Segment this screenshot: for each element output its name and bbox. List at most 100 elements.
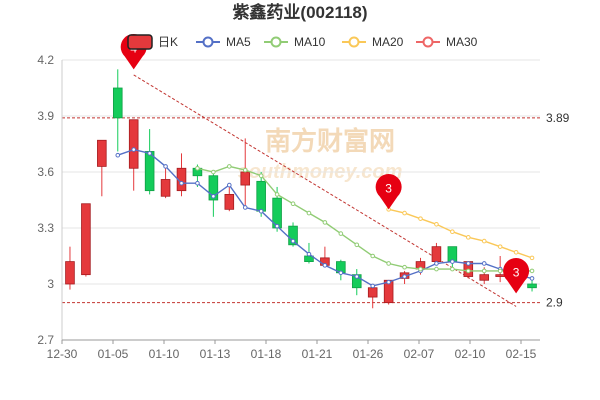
ma-point (497, 244, 503, 249)
candle (144, 129, 155, 195)
ma-point (418, 266, 423, 272)
ma-line-ma10 (197, 165, 532, 272)
ma-point (466, 268, 471, 274)
legend-item-ma30[interactable]: MA30 (416, 35, 478, 49)
ma-point (513, 249, 519, 255)
marker-label: 3 (513, 265, 520, 279)
y-tick-label: 3.3 (37, 221, 54, 235)
ma-point (242, 167, 248, 173)
marker-pin: 3 (375, 173, 402, 210)
legend-item-ma20[interactable]: MA20 (342, 35, 404, 49)
ma-point (338, 231, 344, 236)
candle (81, 203, 91, 277)
ma-point (481, 238, 487, 244)
ma-point (227, 164, 232, 169)
ma-point (402, 274, 407, 279)
ma-point (354, 274, 360, 279)
watermark-text: 南方财富网 (265, 126, 395, 156)
y-tick-label: 2.7 (37, 333, 54, 347)
x-tick-label: 01-10 (149, 347, 180, 361)
ma-point (242, 205, 248, 210)
candle (240, 138, 251, 210)
ma-point (497, 268, 503, 274)
ma-point (529, 255, 535, 261)
y-tick-label: 3.9 (37, 109, 54, 123)
chart-title: 紫鑫药业(002118) (232, 2, 367, 22)
candle-body (256, 180, 266, 212)
candle-legend-icon (127, 34, 153, 50)
x-tick-label: 01-18 (251, 347, 282, 361)
candle-body (208, 175, 219, 201)
ma-point (131, 147, 136, 152)
ma-point (258, 173, 264, 179)
grid (62, 59, 540, 341)
x-tick-label: 01-05 (98, 347, 129, 361)
x-tick-label: 12-30 (47, 347, 78, 361)
candle-body (479, 274, 490, 281)
ma-point (274, 223, 280, 229)
circle-legend-icon (422, 36, 434, 48)
ma-point (115, 152, 121, 158)
ma-point (290, 238, 296, 244)
x-tick-label: 01-26 (353, 347, 384, 361)
ma-point (370, 283, 376, 289)
y-tick-label: 3.6 (37, 165, 54, 179)
reference-lines: 3.89 2.9 (62, 111, 570, 310)
ma-point (450, 259, 455, 264)
legend-item-ma10[interactable]: MA10 (264, 35, 326, 49)
ma-series-ma20 (386, 207, 535, 261)
y-tick-label: 4.2 (37, 53, 54, 67)
candle-body (288, 225, 298, 246)
ma-point (370, 253, 376, 259)
legend[interactable]: 日K MA5 MA10 MA20 MA30 (127, 34, 478, 50)
ma-point (211, 193, 216, 199)
marker-pin: 3 (503, 257, 530, 294)
trend-line (133, 74, 517, 307)
candle-body (160, 179, 171, 197)
x-tick-label: 01-21 (302, 347, 333, 361)
ma-point (450, 266, 455, 272)
candle-body (431, 246, 442, 263)
ma-point (163, 164, 168, 169)
candle (351, 269, 362, 296)
ma-line-ma20 (388, 208, 533, 259)
legend-label: MA10 (294, 35, 326, 49)
ma-point (147, 151, 152, 156)
x-tick-label: 02-10 (455, 347, 486, 361)
ma-point (466, 235, 471, 240)
reference-line-label: 2.9 (546, 296, 563, 310)
circle-legend-icon (202, 36, 214, 48)
ma-point (481, 268, 487, 274)
candles (65, 69, 537, 309)
ma-point (195, 180, 200, 186)
ma-point (529, 276, 535, 281)
candle-body (144, 151, 155, 192)
candle-body (367, 287, 378, 298)
ma-point (290, 201, 296, 207)
legend-item-ma5[interactable]: MA5 (196, 35, 251, 49)
candle-body (112, 87, 123, 119)
candle-body (224, 193, 235, 210)
ma-point (195, 165, 200, 171)
candle (224, 186, 235, 212)
candle-body (81, 203, 91, 276)
ma-point (434, 221, 439, 227)
legend-label: MA20 (372, 35, 404, 49)
marker-pin-shape (503, 257, 530, 294)
candle (97, 139, 107, 197)
ma-point (418, 216, 423, 221)
legend-label: MA30 (446, 35, 478, 49)
ma-point (211, 169, 216, 175)
reference-line-label: 3.89 (546, 111, 570, 125)
marker-label: 3 (385, 181, 392, 195)
legend-item-k[interactable]: 日K (127, 34, 178, 50)
ma-point (274, 192, 280, 197)
ma-point (322, 220, 328, 225)
ma-point (338, 270, 344, 276)
ma-point (354, 242, 360, 248)
ma-point (450, 229, 455, 235)
ma-point (529, 268, 535, 274)
trend-line-segment (133, 74, 517, 307)
